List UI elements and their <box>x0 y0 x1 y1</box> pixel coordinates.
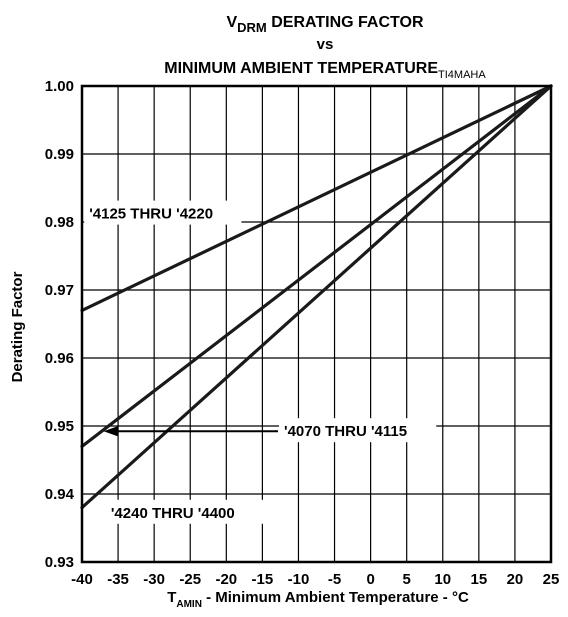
x-tick-label: 20 <box>507 571 524 588</box>
x-tick-label: 25 <box>543 571 560 588</box>
figure-id: TI4MAHA <box>438 69 486 81</box>
series-lines <box>80 84 553 510</box>
y-tick-label: 0.98 <box>45 214 74 231</box>
y-tick-label: 0.94 <box>45 486 75 503</box>
chart-title-line1: VDRM DERATING FACTOR <box>226 14 423 35</box>
x-axis-label: TAMIN - Minimum Ambient Temperature - °C <box>167 589 469 610</box>
series-label: '4240 THRU '4400 <box>111 505 235 522</box>
x-tick-label: 5 <box>403 571 411 588</box>
y-tick-label: 0.93 <box>45 554 74 571</box>
y-tick-label: 1.00 <box>45 78 74 95</box>
x-tick-label: -10 <box>288 571 310 588</box>
plot-frame <box>80 84 553 564</box>
grid <box>81 85 552 563</box>
y-axis-label: Derating Factor <box>9 271 26 382</box>
annotation-background <box>84 200 242 225</box>
series-line <box>80 84 553 448</box>
x-tick-label: -5 <box>328 571 341 588</box>
y-tick-label: 0.96 <box>45 350 74 367</box>
annotation-background <box>279 418 437 443</box>
y-tick-labels: 0.93 0.94 0.95 0.96 0.97 0.98 0.99 1.00 <box>45 78 75 571</box>
x-tick-label: 15 <box>471 571 488 588</box>
x-tick-label: -35 <box>107 571 129 588</box>
x-tick-label: -15 <box>252 571 274 588</box>
chart-title-line3: MINIMUM AMBIENT TEMPERATURETI4MAHA <box>164 60 486 81</box>
y-tick-label: 0.97 <box>45 282 74 299</box>
series-label: '4070 THRU '4115 <box>284 423 407 440</box>
chart-title-line2: vs <box>317 36 334 53</box>
annotation-arrowhead <box>103 426 118 437</box>
x-tick-label: -40 <box>71 571 93 588</box>
x-tick-label: 10 <box>434 571 451 588</box>
x-tick-label: -30 <box>143 571 165 588</box>
x-tick-label: -20 <box>215 571 237 588</box>
x-tick-label: -25 <box>179 571 201 588</box>
annotation-background <box>105 499 264 524</box>
y-tick-label: 0.95 <box>45 418 74 435</box>
series-label: '4125 THRU '4220 <box>89 206 213 223</box>
series-line <box>80 84 553 510</box>
annotations: '4125 THRU '4220 '4070 THRU '4115 '4240 TH… <box>84 200 437 524</box>
series-line <box>80 84 553 312</box>
x-tick-labels: -40 -35 -30 -25 -20 -15 -10 -5 0 5 10 15 20 25 <box>71 571 559 588</box>
y-tick-label: 0.99 <box>45 146 74 163</box>
x-tick-label: 0 <box>366 571 374 588</box>
